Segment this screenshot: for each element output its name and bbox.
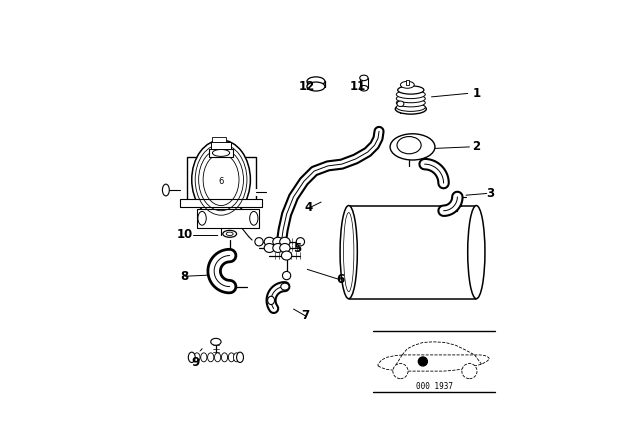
- Ellipse shape: [307, 77, 325, 86]
- Text: 7: 7: [301, 310, 310, 323]
- Ellipse shape: [201, 353, 207, 362]
- Ellipse shape: [234, 353, 240, 362]
- Ellipse shape: [273, 244, 283, 253]
- Ellipse shape: [282, 271, 291, 280]
- Text: 3: 3: [486, 187, 494, 200]
- Text: 8: 8: [180, 270, 189, 283]
- Text: 11: 11: [349, 80, 365, 93]
- Ellipse shape: [264, 244, 275, 253]
- Ellipse shape: [397, 86, 424, 94]
- Ellipse shape: [396, 104, 426, 114]
- Bar: [180, 198, 262, 207]
- Text: 2: 2: [472, 140, 481, 153]
- Ellipse shape: [255, 237, 263, 246]
- Ellipse shape: [340, 206, 357, 299]
- Circle shape: [393, 363, 408, 379]
- Ellipse shape: [273, 237, 283, 246]
- Ellipse shape: [396, 103, 425, 112]
- Text: 6: 6: [218, 177, 224, 186]
- Ellipse shape: [282, 251, 292, 260]
- Ellipse shape: [250, 211, 258, 225]
- Ellipse shape: [214, 353, 221, 362]
- Ellipse shape: [228, 353, 234, 362]
- Ellipse shape: [223, 230, 237, 237]
- Ellipse shape: [221, 353, 228, 362]
- Ellipse shape: [268, 296, 275, 305]
- Ellipse shape: [237, 352, 243, 362]
- Text: 000 1937: 000 1937: [416, 382, 452, 391]
- Ellipse shape: [360, 75, 368, 81]
- Ellipse shape: [401, 82, 414, 88]
- Bar: [211, 142, 232, 149]
- Ellipse shape: [396, 95, 425, 103]
- Ellipse shape: [280, 237, 290, 246]
- Ellipse shape: [360, 86, 368, 91]
- Bar: [212, 137, 226, 142]
- Ellipse shape: [207, 353, 214, 362]
- Ellipse shape: [468, 206, 485, 299]
- Ellipse shape: [396, 90, 425, 99]
- Ellipse shape: [307, 82, 325, 91]
- Ellipse shape: [198, 211, 206, 225]
- Bar: [209, 149, 233, 157]
- Ellipse shape: [296, 237, 305, 246]
- Ellipse shape: [264, 237, 275, 246]
- Ellipse shape: [194, 353, 200, 362]
- Ellipse shape: [281, 283, 289, 290]
- Text: 6: 6: [336, 273, 344, 286]
- Ellipse shape: [396, 99, 425, 107]
- Text: 5: 5: [293, 242, 301, 255]
- Ellipse shape: [280, 244, 290, 253]
- Text: 1: 1: [472, 87, 481, 100]
- Text: 9: 9: [191, 356, 199, 369]
- Bar: [406, 80, 409, 86]
- Ellipse shape: [163, 184, 170, 196]
- Bar: [197, 209, 259, 228]
- Ellipse shape: [226, 232, 233, 236]
- Text: 12: 12: [299, 80, 316, 93]
- Ellipse shape: [212, 150, 230, 156]
- Ellipse shape: [211, 338, 221, 345]
- Ellipse shape: [188, 352, 195, 362]
- Circle shape: [462, 363, 477, 379]
- Text: 4: 4: [305, 201, 313, 214]
- Ellipse shape: [390, 134, 435, 160]
- Circle shape: [419, 357, 428, 366]
- Ellipse shape: [192, 140, 250, 220]
- Bar: [187, 157, 255, 204]
- Ellipse shape: [397, 137, 421, 154]
- Ellipse shape: [397, 101, 404, 107]
- Text: 10: 10: [177, 228, 193, 241]
